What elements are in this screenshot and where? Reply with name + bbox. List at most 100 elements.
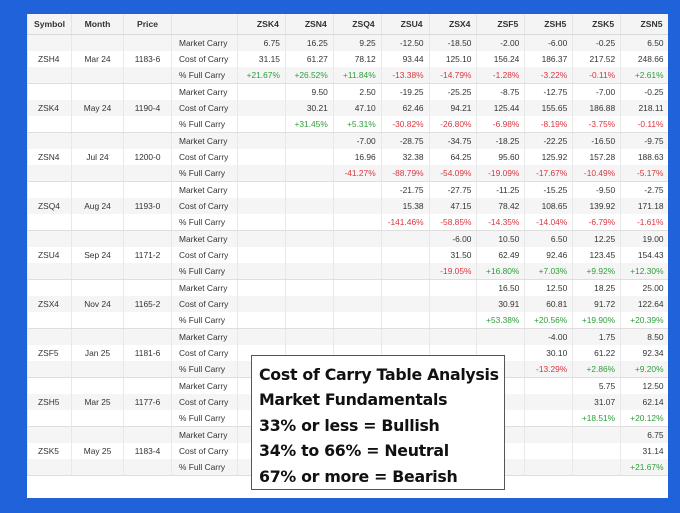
cell-month bbox=[71, 361, 124, 378]
cell-symbol bbox=[27, 230, 72, 247]
cell-value: 188.63 bbox=[620, 149, 668, 165]
cell-value: -9.75 bbox=[620, 132, 668, 149]
cell-value bbox=[284, 263, 334, 280]
cell-value: 31.07 bbox=[572, 394, 621, 410]
cell-value: -12.75 bbox=[524, 83, 573, 100]
cell-value bbox=[428, 328, 477, 345]
cell-symbol: ZSF5 bbox=[27, 345, 72, 361]
cell-value: +53.38% bbox=[476, 312, 525, 329]
column-header-contract[interactable]: ZSQ4 bbox=[332, 14, 382, 35]
cell-price bbox=[123, 426, 172, 443]
cell-value bbox=[284, 279, 334, 296]
cell-value: +21.67% bbox=[237, 67, 286, 84]
cell-value bbox=[284, 198, 334, 214]
cell-value bbox=[237, 165, 286, 182]
cell-row-type: Cost of Carry bbox=[171, 247, 238, 263]
column-header-symbol[interactable]: Symbol bbox=[27, 14, 72, 35]
cell-value: -6.00 bbox=[428, 230, 477, 247]
cell-month: Mar 25 bbox=[71, 394, 124, 410]
cell-value: 16.25 bbox=[284, 34, 334, 51]
column-header-contract[interactable]: ZSN5 bbox=[620, 14, 668, 35]
table-row: % Full Carry -141.46% -58.85% -14.35% -14.04… bbox=[27, 214, 668, 231]
cell-row-type: Cost of Carry bbox=[171, 443, 238, 459]
cell-value: -6.00 bbox=[524, 34, 573, 51]
cell-month bbox=[71, 214, 124, 231]
cell-month: Sep 24 bbox=[71, 247, 124, 263]
cell-value: -12.50 bbox=[380, 34, 430, 51]
legend-bullish: 33% or less = Bullish bbox=[259, 415, 440, 435]
cell-month: Jul 24 bbox=[71, 149, 124, 165]
cell-symbol bbox=[27, 83, 72, 100]
column-header-contract[interactable]: ZSF5 bbox=[476, 14, 525, 35]
cell-month bbox=[71, 459, 124, 476]
cell-symbol bbox=[27, 116, 72, 133]
table-row: % Full Carry +53.38% +20.56% +19.90% +20.39% bbox=[27, 312, 668, 329]
column-header-contract[interactable]: ZSX4 bbox=[428, 14, 477, 35]
cell-value: 10.50 bbox=[476, 230, 525, 247]
cell-value: 156.24 bbox=[476, 51, 525, 67]
table-row: % Full Carry -41.27% -88.79% -54.09% -19.09%… bbox=[27, 165, 668, 182]
cell-value: 122.64 bbox=[620, 296, 668, 312]
cell-price bbox=[123, 328, 172, 345]
cell-value: 31.50 bbox=[428, 247, 477, 263]
cell-value: 16.50 bbox=[476, 279, 525, 296]
cell-value bbox=[380, 279, 430, 296]
cell-row-type: Market Carry bbox=[171, 377, 238, 394]
column-header-contract[interactable]: ZSK5 bbox=[572, 14, 621, 35]
cell-value: 94.21 bbox=[428, 100, 477, 116]
cell-value: 218.11 bbox=[620, 100, 668, 116]
cell-value: 8.50 bbox=[620, 328, 668, 345]
cell-value: -34.75 bbox=[428, 132, 477, 149]
cell-symbol bbox=[27, 279, 72, 296]
column-header-contract[interactable]: ZSU4 bbox=[380, 14, 430, 35]
cell-value: +26.52% bbox=[284, 67, 334, 84]
cell-value: 62.46 bbox=[380, 100, 430, 116]
column-header-contract[interactable]: ZSH5 bbox=[524, 14, 573, 35]
cell-row-type: Market Carry bbox=[171, 328, 238, 345]
cell-value bbox=[237, 263, 286, 280]
cell-value: 61.22 bbox=[572, 345, 621, 361]
cell-value bbox=[284, 181, 334, 198]
cell-value: -19.25 bbox=[380, 83, 430, 100]
cell-month bbox=[71, 67, 124, 84]
cell-value bbox=[428, 296, 477, 312]
cell-row-type: Cost of Carry bbox=[171, 100, 238, 116]
cell-value: -141.46% bbox=[380, 214, 430, 231]
analysis-legend-box: Cost of Carry Table Analysis Market Fund… bbox=[251, 355, 505, 490]
cell-value: +9.92% bbox=[572, 263, 621, 280]
cell-price: 1171-2 bbox=[123, 247, 172, 263]
cell-month bbox=[71, 230, 124, 247]
legend-neutral: 34% to 66% = Neutral bbox=[259, 441, 449, 461]
cell-value: 12.25 bbox=[572, 230, 621, 247]
cell-value: 6.75 bbox=[237, 34, 286, 51]
cell-symbol: ZSQ4 bbox=[27, 198, 72, 214]
cell-value: 25.00 bbox=[620, 279, 668, 296]
cell-value: -19.09% bbox=[476, 165, 525, 182]
column-header-month[interactable]: Month bbox=[71, 14, 124, 35]
cell-value bbox=[237, 214, 286, 231]
cell-value: 61.27 bbox=[284, 51, 334, 67]
cell-value: 217.52 bbox=[572, 51, 621, 67]
cell-value: -0.25 bbox=[572, 34, 621, 51]
table-row: ZSH4 Mar 24 1183-6 Cost of Carry 31.15 61.27 7… bbox=[27, 51, 668, 67]
column-header-price[interactable]: Price bbox=[123, 14, 172, 35]
column-header-contract[interactable]: ZSN4 bbox=[284, 14, 334, 35]
cell-symbol: ZSH4 bbox=[27, 51, 72, 67]
cell-value bbox=[237, 198, 286, 214]
cell-price: 1200-0 bbox=[123, 149, 172, 165]
column-header-contract[interactable]: ZSK4 bbox=[237, 14, 286, 35]
cell-price bbox=[123, 279, 172, 296]
cell-row-type: % Full Carry bbox=[171, 116, 238, 133]
cell-month bbox=[71, 410, 124, 427]
cell-value: -2.75 bbox=[620, 181, 668, 198]
cell-row-type: Market Carry bbox=[171, 230, 238, 247]
cell-price: 1181-6 bbox=[123, 345, 172, 361]
cell-value: -26.80% bbox=[428, 116, 477, 133]
cell-value: 78.12 bbox=[332, 51, 382, 67]
cell-value bbox=[572, 426, 621, 443]
cell-value bbox=[284, 165, 334, 182]
cell-value bbox=[524, 410, 573, 427]
table-row: Market Carry -4.00 1.75 8.50 bbox=[27, 328, 668, 345]
cell-value: +19.90% bbox=[572, 312, 621, 329]
cell-value bbox=[237, 83, 286, 100]
